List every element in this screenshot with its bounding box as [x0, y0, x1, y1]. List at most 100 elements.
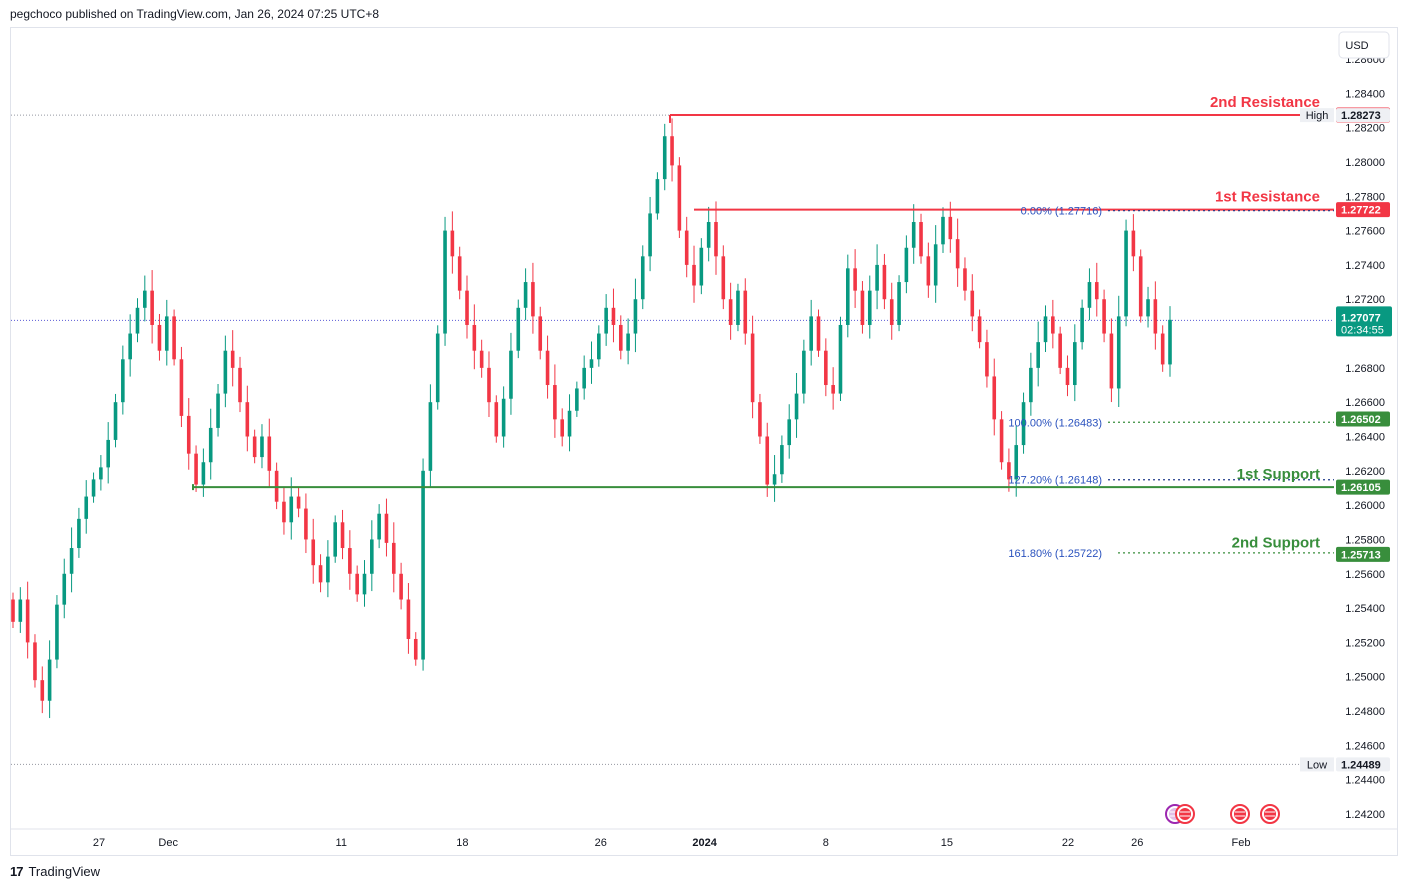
- candle: [692, 245, 696, 303]
- candle-body: [238, 367, 242, 403]
- candle: [897, 275, 901, 332]
- time-tick: 26: [1131, 837, 1143, 849]
- usd-button[interactable]: USD: [1338, 31, 1390, 59]
- candle: [333, 515, 338, 563]
- candle-body: [567, 410, 572, 437]
- candle: [391, 522, 396, 593]
- candle: [538, 306, 543, 360]
- candle-body: [787, 419, 792, 446]
- candle: [77, 507, 81, 558]
- candle: [223, 335, 228, 408]
- candle: [1036, 321, 1040, 387]
- event-flag-icon[interactable]: [1230, 804, 1250, 824]
- candle-body: [911, 222, 916, 248]
- candle: [992, 358, 997, 436]
- candle-body: [1102, 299, 1106, 334]
- candle: [772, 455, 777, 502]
- candle: [318, 554, 323, 593]
- candle-body: [1146, 299, 1150, 317]
- candle-body: [179, 359, 184, 416]
- candle-body: [1116, 316, 1121, 389]
- candle: [553, 364, 557, 438]
- candle: [1131, 214, 1136, 272]
- candle: [1153, 281, 1158, 350]
- candle: [1073, 324, 1077, 402]
- candle-body: [435, 333, 440, 403]
- candle: [509, 332, 513, 415]
- candle-body: [604, 307, 608, 334]
- candle: [465, 275, 469, 339]
- candle-body: [1138, 256, 1143, 317]
- price-tick: 1.28200: [1345, 123, 1385, 135]
- usd-button-label[interactable]: USD: [1345, 40, 1368, 52]
- candle-body: [889, 299, 894, 325]
- candle-body: [472, 324, 477, 351]
- fib-support-tag: 1.26502: [1336, 411, 1390, 427]
- candle-body: [919, 222, 923, 257]
- candle: [941, 207, 945, 253]
- chart-frame[interactable]: [10, 27, 1398, 856]
- price-tick: 1.26000: [1345, 500, 1385, 512]
- candle: [575, 381, 579, 417]
- candle-body: [201, 462, 206, 485]
- candle: [1160, 325, 1165, 372]
- candle: [963, 257, 967, 301]
- usd-button-bg[interactable]: [1338, 31, 1390, 59]
- candle-body: [714, 222, 718, 257]
- candle-body: [99, 467, 103, 480]
- candle-body: [413, 638, 418, 660]
- candle: [1021, 392, 1026, 454]
- time-tick: 11: [336, 837, 347, 849]
- fib-127-label: 127.20% (1.26148): [1008, 475, 1102, 487]
- support-2-tag-bg: [1336, 546, 1390, 562]
- candle-body: [538, 316, 543, 351]
- candle: [582, 355, 586, 400]
- low-label: Low: [1307, 759, 1327, 771]
- flag-fill[interactable]: [1179, 808, 1191, 820]
- flag-fill[interactable]: [1264, 808, 1276, 820]
- candle: [304, 493, 308, 554]
- candle: [238, 356, 242, 413]
- candle-body: [1051, 316, 1055, 334]
- candle-body: [457, 256, 462, 291]
- fib-161-label: 161.80% (1.25722): [1008, 548, 1102, 560]
- candle-body: [1131, 230, 1136, 257]
- candle-body: [992, 376, 997, 420]
- price-tick: 1.27600: [1345, 226, 1385, 238]
- candle-body: [1014, 445, 1019, 480]
- candle-body: [802, 350, 806, 394]
- candle-body: [758, 402, 762, 437]
- candle-body: [443, 230, 447, 334]
- candle: [809, 299, 813, 366]
- flag-fill[interactable]: [1234, 808, 1246, 820]
- candle: [11, 592, 15, 628]
- candle: [428, 384, 433, 487]
- candle: [406, 583, 411, 654]
- candle: [985, 329, 989, 388]
- candle-body: [194, 453, 198, 485]
- tradingview-logo-icon: 17: [10, 864, 24, 879]
- candle-body: [1153, 299, 1158, 334]
- candle: [743, 278, 748, 345]
- event-flag-icon[interactable]: [1260, 804, 1280, 824]
- candle: [143, 275, 147, 322]
- candle-body: [355, 573, 359, 595]
- price-tick: 1.26800: [1345, 363, 1385, 375]
- candle: [150, 270, 154, 344]
- candle: [904, 235, 909, 294]
- candle-body: [1007, 462, 1011, 480]
- time-tick: 8: [823, 837, 829, 849]
- candle-body: [816, 316, 821, 351]
- candle: [787, 404, 792, 459]
- candle-body: [55, 604, 59, 660]
- candle: [377, 504, 381, 549]
- price-tick: 1.24400: [1345, 775, 1385, 787]
- candle: [1124, 219, 1128, 327]
- candle-body: [230, 350, 235, 368]
- candle-body: [377, 513, 381, 540]
- candle-body: [47, 659, 52, 701]
- candle-body: [216, 393, 220, 428]
- event-flag-icon[interactable]: [1175, 804, 1195, 824]
- candle: [230, 330, 235, 387]
